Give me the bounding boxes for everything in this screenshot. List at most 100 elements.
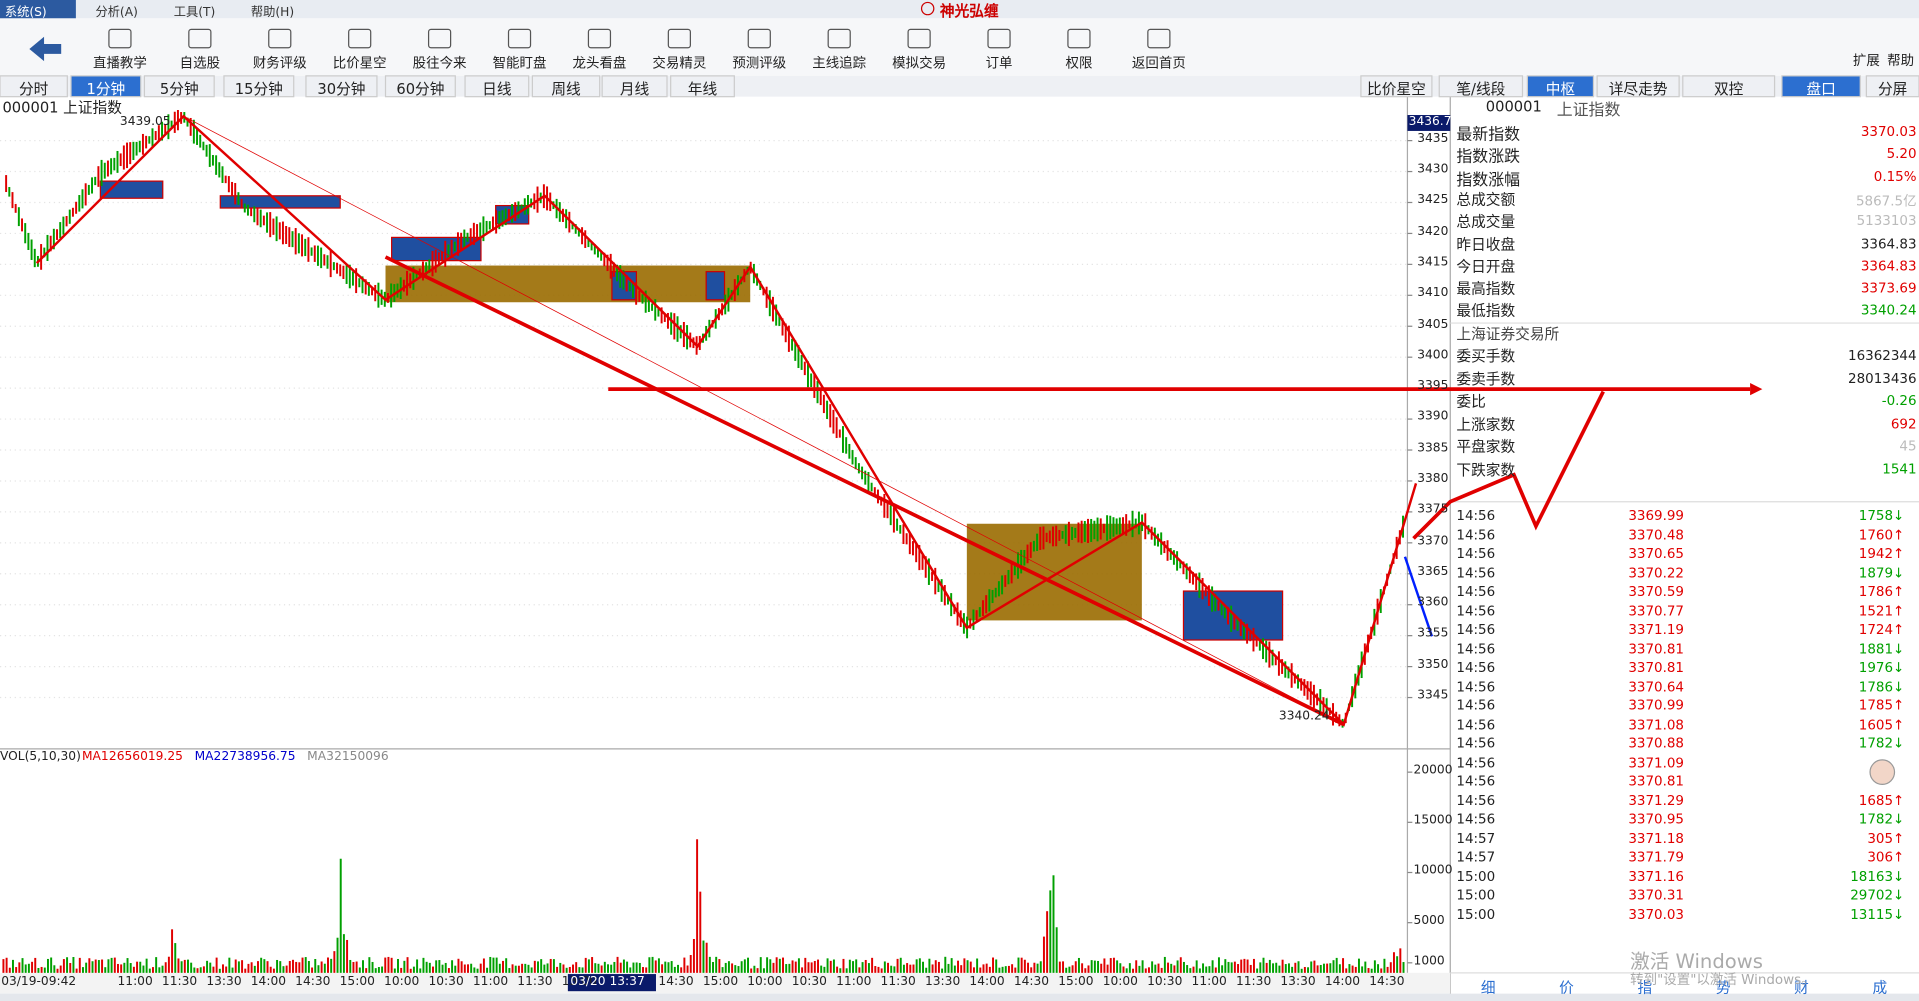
tool-label[interactable]: 比价星空: [332, 55, 387, 71]
trade-volume: 13115↓: [1850, 906, 1905, 923]
vol-bar: [390, 957, 393, 973]
trade-price: 3371.19: [1628, 621, 1685, 638]
period-tab-label[interactable]: 年线: [687, 80, 718, 98]
quote-label: 总成交量: [1456, 213, 1516, 231]
menu-item[interactable]: 帮助(H): [250, 6, 295, 20]
vol-bar: [718, 959, 721, 973]
vol-bar: [1055, 927, 1058, 973]
tool-right[interactable]: 扩展: [1852, 52, 1880, 69]
vol-bar: [1316, 965, 1319, 973]
bottom-tab[interactable]: 价: [1559, 978, 1574, 997]
tool-label[interactable]: 返回首页: [1131, 55, 1186, 71]
period-tab-label[interactable]: 30分钟: [317, 80, 366, 98]
tool-right[interactable]: 帮助: [1887, 52, 1915, 69]
vol-bar: [304, 957, 307, 973]
panel-tab-label[interactable]: 双控: [1713, 80, 1744, 98]
vol-bar: [1077, 957, 1080, 973]
tool-label[interactable]: 权限: [1065, 55, 1093, 71]
vol-bar: [91, 961, 94, 973]
vol-bar: [782, 957, 784, 973]
period-tab-label[interactable]: 1分钟: [86, 80, 126, 98]
vol-bar: [712, 961, 714, 973]
vol-bar: [785, 964, 788, 973]
vol-bar: [1364, 961, 1367, 973]
time-label: 14:30: [1013, 975, 1050, 989]
vol-bar: [31, 961, 34, 973]
menu-item[interactable]: 分析(A): [95, 6, 138, 20]
vol-bar: [237, 961, 240, 973]
vol-bar: [1020, 957, 1023, 973]
vol-bar: [355, 961, 358, 973]
vol-bar: [1383, 958, 1386, 973]
panel-tab-label[interactable]: 中枢: [1545, 80, 1576, 98]
vol-bar: [1144, 968, 1147, 973]
price-tick-label: 3370: [1417, 534, 1449, 548]
vol-bar: [992, 957, 995, 973]
vol-bar: [72, 957, 75, 973]
tool-label[interactable]: 订单: [985, 55, 1013, 71]
vol-bar: [702, 940, 705, 973]
menu-item[interactable]: 系统(S): [4, 6, 47, 20]
panel-tab-label[interactable]: 盘口: [1806, 80, 1836, 98]
vol-bar: [514, 965, 517, 973]
period-tab-label[interactable]: 5分钟: [159, 80, 199, 98]
vol-tick-label: 15000: [1413, 813, 1453, 828]
vol-bar: [1221, 965, 1224, 973]
period-tab-label[interactable]: 日线: [482, 80, 512, 98]
tool-label[interactable]: 智能盯盘: [492, 55, 547, 71]
vol-bar: [988, 966, 991, 973]
bottom-tab[interactable]: 势: [1715, 978, 1731, 997]
bottom-tab[interactable]: 财: [1794, 978, 1809, 997]
panel-tab-label[interactable]: 详尽走势: [1608, 80, 1668, 98]
vol-bar: [1014, 967, 1017, 973]
tool-label[interactable]: 直播教学: [93, 55, 147, 71]
panel-tab-label[interactable]: 比价星空: [1367, 80, 1426, 98]
vol-bar: [1132, 968, 1135, 973]
vol-bar: [1109, 958, 1112, 973]
trade-volume: 1786↓: [1858, 678, 1905, 695]
period-tab-label[interactable]: 15分钟: [234, 80, 283, 98]
vol-bar: [451, 960, 454, 973]
tool-label[interactable]: 交易精灵: [652, 55, 707, 71]
back-icon[interactable]: [29, 36, 62, 62]
vol-bar: [1322, 963, 1325, 973]
vol-bar: [511, 964, 514, 973]
tool-label[interactable]: 主线追踪: [812, 55, 867, 71]
vol-bar: [457, 958, 460, 973]
vol-bar: [747, 957, 749, 973]
trade-price: 3370.22: [1628, 564, 1685, 581]
vol-bar: [1249, 964, 1252, 973]
period-tab-label[interactable]: 分时: [18, 80, 49, 98]
bottom-tab[interactable]: 成: [1872, 978, 1888, 997]
vol-bar: [829, 960, 832, 973]
vol-bar: [772, 962, 775, 973]
vol-bar: [750, 968, 753, 973]
panel-tab-label[interactable]: 分屏: [1877, 80, 1908, 98]
period-tab-label[interactable]: 月线: [619, 80, 650, 98]
vol-bar: [972, 967, 975, 973]
bottom-tab[interactable]: 细: [1480, 978, 1496, 997]
tool-label[interactable]: 自选股: [179, 55, 221, 71]
vol-bar: [1377, 964, 1380, 973]
tool-label[interactable]: 财务评级: [252, 55, 307, 71]
period-tab-label[interactable]: 60分钟: [396, 80, 445, 98]
vol-bar: [677, 964, 679, 973]
menu-item[interactable]: 工具(T): [173, 6, 216, 20]
period-tab: [464, 75, 530, 98]
vol-bar: [616, 956, 619, 973]
tool-label[interactable]: 龙头看盘: [572, 55, 627, 71]
period-tab-label[interactable]: 周线: [551, 80, 581, 98]
tool-label[interactable]: 股往今来: [412, 55, 467, 71]
vol-bar: [377, 967, 380, 973]
last-price: 3436.7: [1408, 115, 1452, 129]
vol-bar: [387, 956, 390, 973]
tool-label[interactable]: 预测评级: [732, 55, 787, 71]
app-title: 神光弘缠: [939, 2, 999, 20]
menu-bar: [0, 0, 1919, 19]
bottom-tab[interactable]: 指: [1637, 978, 1653, 997]
panel-tab-label[interactable]: 笔/线段: [1456, 80, 1506, 98]
tool-label[interactable]: 模拟交易: [892, 55, 947, 71]
vol-bar: [1402, 962, 1405, 973]
vol-bar: [918, 958, 921, 973]
